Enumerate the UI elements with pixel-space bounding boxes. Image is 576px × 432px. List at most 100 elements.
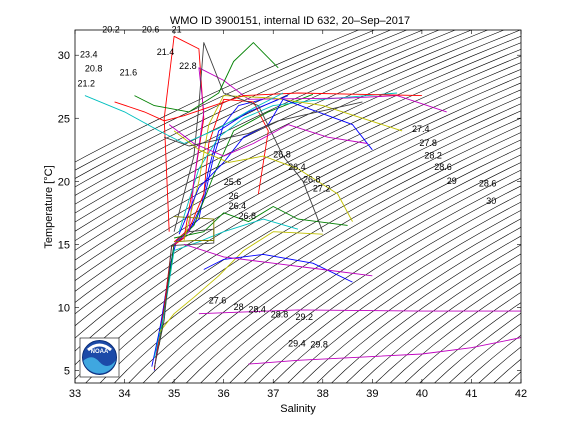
density-contour-line <box>75 42 521 271</box>
density-contour-line <box>128 132 521 383</box>
contour-label: 28.8 <box>271 309 289 319</box>
density-contour-line <box>75 68 521 315</box>
contour-label: 28.6 <box>479 178 497 188</box>
ts-profile-line <box>151 95 289 367</box>
contour-label: 26.4 <box>229 201 247 211</box>
contour-label: 22.8 <box>179 61 197 71</box>
density-contour-line <box>99 117 521 383</box>
x-tick-label: 35 <box>168 388 180 400</box>
density-contour-line <box>258 201 521 383</box>
ts-profile-line <box>134 42 279 113</box>
density-contour-line <box>185 162 521 383</box>
noaa-logo-icon: NOAA <box>79 337 120 378</box>
ts-profile-line <box>158 231 323 333</box>
contour-label: 25.6 <box>224 177 242 187</box>
density-contour-line <box>75 30 376 171</box>
x-tick-label: 33 <box>69 388 81 400</box>
contour-label: 21 <box>172 25 182 35</box>
density-contour-line <box>75 30 408 188</box>
density-contour-line <box>75 30 360 163</box>
contour-label: 28.6 <box>434 162 452 172</box>
density-contour-line <box>375 272 521 383</box>
density-contour-line <box>360 262 521 383</box>
contour-label: 27.2 <box>313 183 331 193</box>
ts-profile-line <box>173 67 447 245</box>
ts-profile-line <box>198 309 521 315</box>
density-contour-line <box>200 169 521 383</box>
y-tick-label: 25 <box>58 113 70 125</box>
ts-profile-line <box>178 92 398 232</box>
contour-label: 29.2 <box>296 312 314 322</box>
y-tick-label: 20 <box>58 176 70 188</box>
density-contour-line <box>301 226 521 383</box>
contour-label: 21.6 <box>120 67 138 77</box>
density-contour-line <box>345 253 521 383</box>
density-contour-line <box>75 55 521 292</box>
density-contour-line <box>316 235 521 383</box>
ts-profile-line <box>168 124 368 157</box>
x-tick-label: 38 <box>317 388 329 400</box>
density-contour-line <box>75 30 473 223</box>
plot-frame <box>74 29 522 384</box>
ts-profile-line <box>153 228 215 368</box>
density-contour-line <box>287 218 521 383</box>
ts-profile-line <box>183 95 403 241</box>
density-contour-line <box>75 30 392 179</box>
contour-label: 26.8 <box>273 149 291 159</box>
density-contour-line <box>85 110 521 383</box>
density-contour-line <box>404 291 521 383</box>
density-contour-line <box>331 244 521 383</box>
density-contour-line <box>75 30 489 232</box>
chart-title: WMO ID 3900151, internal ID 632, 20–Sep–… <box>170 15 410 27</box>
contour-label: 29 <box>447 176 457 186</box>
contour-label: 26.4 <box>288 162 306 172</box>
density-contour-line <box>463 334 521 383</box>
ts-profile-line <box>173 42 324 232</box>
contour-label: 27.4 <box>412 124 430 134</box>
ts-profile-line <box>114 92 422 122</box>
ts-profile-line <box>84 92 284 144</box>
density-contour-line <box>419 302 521 383</box>
contour-label: 27.8 <box>419 138 437 148</box>
density-contour-line <box>75 30 424 196</box>
contour-label: 30 <box>486 196 496 206</box>
ts-profile-line <box>183 243 373 277</box>
contour-label: 28.2 <box>424 151 442 161</box>
contour-label: 29.4 <box>288 338 306 348</box>
density-contour-line <box>243 193 521 383</box>
y-tick-label: 30 <box>58 50 70 62</box>
contour-label: 20.8 <box>85 64 103 74</box>
ts-profile-line <box>174 206 348 239</box>
x-tick-label: 40 <box>416 388 428 400</box>
y-tick-label: 5 <box>64 365 70 377</box>
x-tick-label: 41 <box>465 388 477 400</box>
density-contour-line <box>389 281 521 383</box>
density-contour-line <box>75 35 521 261</box>
density-contour-line <box>434 312 521 383</box>
density-contour-line <box>214 177 521 383</box>
contour-label: 26.8 <box>239 211 257 221</box>
contour-labels: 20.2 20.6 21 21.4 23.4 20.8 21.6 21.2 22.8 27.4 27… <box>78 25 497 350</box>
x-axis-label: Salinity <box>280 403 316 415</box>
ts-profiles <box>84 35 521 371</box>
y-tick-label: 15 <box>58 239 70 251</box>
contour-label: 21.2 <box>78 79 96 89</box>
contour-label: 28 <box>234 302 244 312</box>
contour-label: 29.8 <box>310 340 328 350</box>
density-contour-line <box>272 209 521 383</box>
density-contour-line <box>75 82 521 339</box>
x-tick-label: 42 <box>515 388 527 400</box>
density-contour-line <box>75 30 440 205</box>
contour-label: 26.8 <box>303 175 321 185</box>
x-tick-label: 39 <box>366 388 378 400</box>
density-contour-line <box>171 154 521 383</box>
density-contour-line <box>75 75 521 327</box>
contour-label: 23.4 <box>80 50 98 60</box>
contour-label: 20.2 <box>102 25 120 35</box>
x-tick-label: 34 <box>118 388 130 400</box>
ts-profile-line <box>248 337 521 365</box>
density-contour-line <box>75 62 521 303</box>
ts-profile-line <box>153 218 299 358</box>
density-contour-line <box>75 30 505 242</box>
